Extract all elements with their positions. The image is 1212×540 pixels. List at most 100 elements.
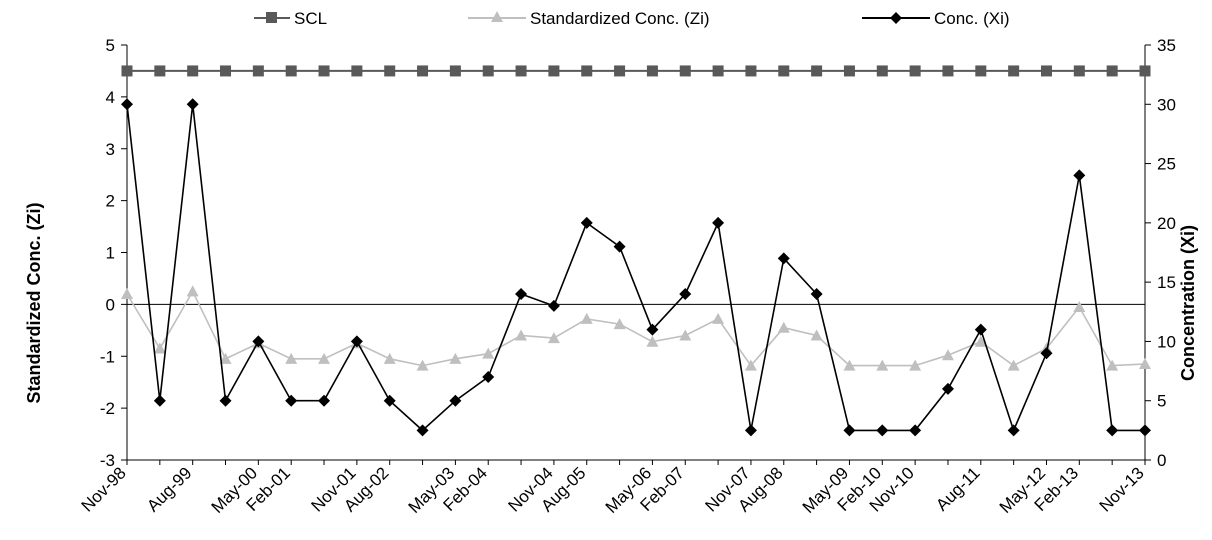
data-point-conc-xi (1007, 424, 1020, 437)
data-point-scl (1139, 65, 1151, 77)
data-point-conc-xi (547, 299, 560, 312)
right-tick-label: 5 (1157, 392, 1166, 411)
data-point-standardized-conc-zi (515, 329, 528, 341)
data-point-standardized-conc-zi (580, 312, 593, 324)
data-point-conc-xi (712, 216, 725, 229)
data-point-conc-xi (974, 323, 987, 336)
data-point-conc-xi (252, 335, 265, 348)
data-point-conc-xi (121, 98, 133, 111)
data-point-standardized-conc-zi (1073, 300, 1086, 312)
data-point-scl (417, 65, 429, 77)
data-point-conc-xi (482, 371, 495, 383)
data-point-scl (679, 65, 691, 77)
data-point-standardized-conc-zi (679, 329, 692, 341)
data-point-conc-xi (777, 252, 790, 265)
left-tick-label: 1 (106, 244, 115, 263)
series-standardized-conc-zi (121, 285, 1151, 371)
data-point-standardized-conc-zi (941, 349, 954, 361)
data-point-standardized-conc-zi (449, 352, 462, 364)
data-point-standardized-conc-zi (777, 321, 790, 333)
data-point-standardized-conc-zi (416, 359, 429, 371)
data-point-conc-xi (449, 394, 462, 407)
data-point-scl (1073, 65, 1085, 77)
data-point-scl (876, 65, 888, 77)
legend-label-zi: Standardized Conc. (Zi) (530, 9, 710, 28)
data-point-standardized-conc-zi (186, 285, 199, 297)
data-point-conc-xi (1139, 424, 1151, 437)
data-point-scl (515, 65, 527, 77)
legend-label-scl: SCL (294, 9, 327, 28)
data-point-scl (646, 65, 658, 77)
data-point-conc-xi (679, 288, 692, 300)
data-point-scl (712, 65, 724, 77)
data-point-conc-xi (613, 240, 626, 253)
data-point-scl (1008, 65, 1020, 77)
data-point-standardized-conc-zi (646, 335, 659, 347)
data-point-standardized-conc-zi (121, 288, 133, 299)
data-point-conc-xi (186, 98, 199, 111)
left-tick-label: 4 (106, 88, 115, 107)
series-layer (121, 65, 1151, 437)
data-point-scl (351, 65, 363, 77)
axes (126, 45, 1146, 461)
x-tick-label: Nov-98 (78, 463, 130, 515)
left-tick-label: 5 (106, 36, 115, 55)
data-point-scl (1106, 65, 1118, 77)
data-point-scl (285, 65, 297, 77)
data-point-conc-xi (318, 394, 331, 407)
x-tick-label: Aug-99 (143, 463, 195, 515)
data-point-conc-xi (1106, 424, 1119, 437)
series-line-standardized-conc-zi (126, 289, 1146, 367)
data-point-standardized-conc-zi (843, 359, 856, 371)
right-tick-label: 10 (1157, 332, 1176, 351)
left-tick-label: 2 (106, 192, 115, 211)
data-point-scl (745, 65, 757, 77)
data-point-standardized-conc-zi (285, 352, 298, 364)
left-tick-label: 3 (106, 140, 115, 159)
data-point-conc-xi (1073, 169, 1086, 182)
data-point-standardized-conc-zi (1007, 359, 1020, 371)
data-point-conc-xi (383, 394, 396, 407)
legend-item-scl: SCL (254, 9, 327, 28)
data-point-conc-xi (219, 394, 232, 407)
data-point-conc-xi (876, 424, 889, 437)
data-point-standardized-conc-zi (219, 352, 232, 364)
legend-item-xi: Conc. (Xi) (862, 9, 1010, 28)
data-point-conc-xi (153, 394, 166, 407)
data-point-scl (614, 65, 626, 77)
right-tick-label: 15 (1157, 273, 1176, 292)
data-point-scl (975, 65, 987, 77)
legend-label-xi: Conc. (Xi) (934, 9, 1010, 28)
right-tick-label: 25 (1157, 155, 1176, 174)
data-point-scl (187, 65, 199, 77)
data-point-standardized-conc-zi (613, 318, 626, 330)
x-tick-label: Nov-13 (1096, 463, 1148, 515)
data-point-conc-xi (350, 335, 363, 348)
data-point-conc-xi (843, 424, 856, 437)
series-line-conc-xi (126, 104, 1145, 433)
data-point-conc-xi (744, 424, 757, 437)
legend: SCL Standardized Conc. (Zi) Conc. (Xi) (254, 9, 1010, 28)
data-point-standardized-conc-zi (744, 359, 757, 371)
data-point-conc-xi (909, 424, 922, 437)
left-axis-title: Standardized Conc. (Zi) (24, 202, 44, 403)
data-point-standardized-conc-zi (712, 312, 725, 324)
data-point-scl (942, 65, 954, 77)
left-axis-ticks: 5 4 3 2 1 0 -1 -2 -3 (100, 36, 127, 470)
data-point-scl (548, 65, 560, 77)
right-tick-label: 20 (1157, 214, 1176, 233)
data-point-scl (384, 65, 396, 77)
x-tick-label: Aug-11 (932, 463, 983, 514)
data-point-standardized-conc-zi (482, 347, 495, 359)
data-point-standardized-conc-zi (383, 352, 396, 364)
data-point-scl (121, 65, 133, 77)
data-point-scl (482, 65, 494, 77)
data-point-conc-xi (285, 394, 298, 407)
data-point-standardized-conc-zi (318, 352, 331, 364)
data-point-standardized-conc-zi (153, 342, 166, 354)
left-tick-label: -3 (100, 451, 115, 470)
data-point-conc-xi (941, 382, 954, 395)
right-tick-label: 35 (1157, 36, 1176, 55)
